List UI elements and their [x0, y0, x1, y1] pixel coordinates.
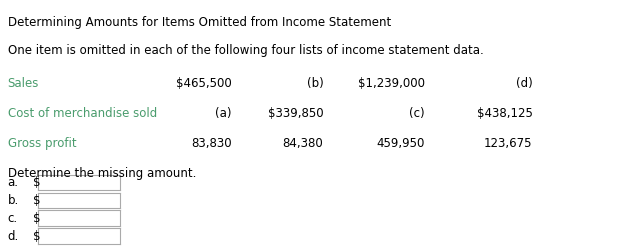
Text: a.: a. [8, 176, 18, 189]
Text: $: $ [33, 230, 41, 243]
Text: $: $ [33, 212, 41, 225]
Text: $: $ [33, 176, 41, 189]
Text: c.: c. [8, 212, 18, 225]
Text: Determine the missing amount.: Determine the missing amount. [8, 167, 196, 180]
Text: 123,675: 123,675 [484, 137, 533, 150]
Text: 459,950: 459,950 [377, 137, 425, 150]
Text: d.: d. [8, 230, 19, 243]
Text: $1,239,000: $1,239,000 [358, 77, 425, 91]
Text: Sales: Sales [8, 77, 39, 91]
Text: 83,830: 83,830 [191, 137, 231, 150]
Text: One item is omitted in each of the following four lists of income statement data: One item is omitted in each of the follo… [8, 44, 483, 57]
Text: $438,125: $438,125 [477, 107, 533, 120]
Text: b.: b. [8, 194, 19, 207]
Text: 84,380: 84,380 [283, 137, 323, 150]
Text: (b): (b) [307, 77, 323, 91]
Text: (d): (d) [516, 77, 533, 91]
Text: (a): (a) [215, 107, 231, 120]
Text: $: $ [33, 194, 41, 207]
Text: (c): (c) [409, 107, 425, 120]
Text: $465,500: $465,500 [176, 77, 231, 91]
Text: Cost of merchandise sold: Cost of merchandise sold [8, 107, 157, 120]
Text: $339,850: $339,850 [268, 107, 323, 120]
Text: Gross profit: Gross profit [8, 137, 76, 150]
Text: Determining Amounts for Items Omitted from Income Statement: Determining Amounts for Items Omitted fr… [8, 16, 391, 29]
